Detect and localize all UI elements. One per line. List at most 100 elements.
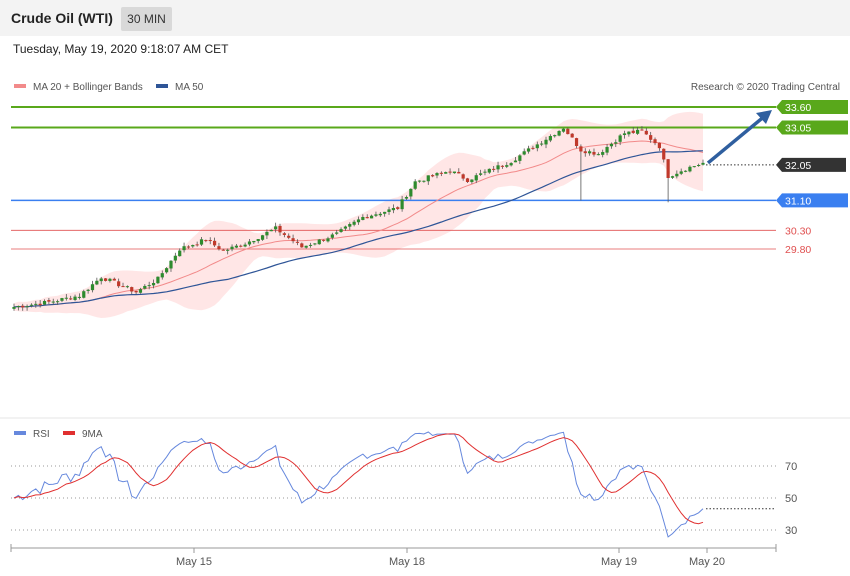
candle-body bbox=[274, 226, 278, 230]
candle bbox=[505, 162, 509, 169]
candle bbox=[313, 243, 317, 246]
candle bbox=[134, 290, 138, 295]
candle bbox=[86, 288, 90, 294]
candle-body bbox=[369, 215, 374, 219]
candle-body bbox=[287, 235, 291, 238]
candle-body bbox=[614, 142, 618, 144]
candle bbox=[666, 159, 670, 203]
candle-body bbox=[322, 239, 326, 241]
candle-body bbox=[457, 171, 461, 174]
candle bbox=[570, 133, 574, 138]
candle bbox=[391, 204, 395, 214]
candle bbox=[130, 286, 134, 295]
candle bbox=[579, 144, 583, 201]
candle bbox=[295, 239, 300, 246]
candle-body bbox=[588, 151, 592, 154]
pivot-tag bbox=[776, 193, 848, 208]
candle bbox=[234, 243, 238, 249]
candle bbox=[601, 149, 605, 158]
candle bbox=[548, 134, 552, 143]
candle-body bbox=[300, 243, 304, 248]
candle-body bbox=[247, 241, 252, 245]
candle-body bbox=[448, 171, 452, 173]
candle bbox=[513, 156, 518, 163]
candle bbox=[274, 222, 278, 233]
candle-body bbox=[509, 163, 513, 166]
candle-body bbox=[195, 244, 199, 246]
candle-body bbox=[125, 286, 129, 288]
x-tick-label: May 19 bbox=[601, 556, 637, 568]
candle bbox=[697, 163, 701, 167]
candle-body bbox=[304, 245, 308, 248]
candle-body bbox=[138, 289, 143, 293]
candle-body bbox=[34, 303, 38, 305]
candle-body bbox=[95, 280, 99, 285]
candle bbox=[282, 232, 286, 238]
candle bbox=[56, 299, 60, 305]
candle bbox=[483, 169, 487, 176]
candle-body bbox=[422, 180, 426, 182]
candle-body bbox=[343, 226, 348, 229]
candle bbox=[448, 168, 452, 175]
candle bbox=[509, 162, 513, 167]
candle-body bbox=[199, 239, 204, 245]
candle-body bbox=[317, 239, 321, 245]
candle-body bbox=[99, 278, 103, 282]
candle-body bbox=[479, 173, 483, 175]
candle-body bbox=[561, 128, 566, 132]
candle bbox=[247, 239, 252, 247]
candle bbox=[160, 270, 164, 280]
candle-body bbox=[282, 233, 286, 235]
x-tick-label: May 20 bbox=[689, 556, 725, 568]
candle-body bbox=[692, 166, 696, 168]
candle-body bbox=[404, 197, 409, 199]
candle-body bbox=[474, 175, 478, 181]
candle bbox=[500, 165, 505, 169]
candle-body bbox=[465, 178, 470, 183]
candle-body bbox=[605, 146, 609, 153]
candle-body bbox=[29, 304, 34, 306]
candle-body bbox=[278, 225, 282, 233]
candle bbox=[618, 133, 622, 146]
bollinger-bands bbox=[14, 111, 703, 319]
candle bbox=[352, 219, 356, 227]
candle bbox=[60, 297, 64, 303]
candle bbox=[557, 130, 561, 137]
candle bbox=[635, 126, 640, 135]
candle-body bbox=[256, 239, 260, 242]
candle bbox=[417, 180, 422, 183]
timeframe-badge[interactable]: 30 MIN bbox=[121, 7, 172, 31]
candle bbox=[265, 229, 269, 239]
candle bbox=[38, 300, 42, 308]
candle bbox=[487, 168, 491, 174]
candle-body bbox=[208, 240, 212, 242]
candle-body bbox=[544, 139, 548, 145]
candle bbox=[444, 171, 448, 174]
candle-body bbox=[134, 290, 138, 293]
candle bbox=[474, 173, 478, 184]
candle-body bbox=[178, 250, 182, 257]
candle-body bbox=[592, 151, 596, 155]
candle-body bbox=[160, 273, 164, 278]
candle bbox=[21, 303, 25, 311]
price-levels: 33.60 33.05 32.05 31.10 30.30 29.80 bbox=[11, 100, 848, 256]
candle-body bbox=[361, 216, 365, 220]
candle bbox=[439, 171, 443, 177]
candle bbox=[383, 211, 387, 217]
candle-body bbox=[383, 211, 387, 214]
ma50-line bbox=[13, 150, 704, 308]
candle-body bbox=[69, 298, 73, 300]
candle-body bbox=[352, 221, 356, 225]
candle bbox=[435, 172, 439, 179]
candle bbox=[452, 171, 457, 174]
candle-body bbox=[670, 176, 675, 178]
candle bbox=[404, 195, 409, 201]
candle bbox=[396, 206, 400, 211]
candle-body bbox=[121, 286, 125, 288]
candle-body bbox=[313, 243, 317, 245]
candle-body bbox=[156, 276, 160, 284]
candle bbox=[121, 282, 125, 288]
candle bbox=[461, 173, 465, 181]
candle bbox=[252, 240, 256, 245]
